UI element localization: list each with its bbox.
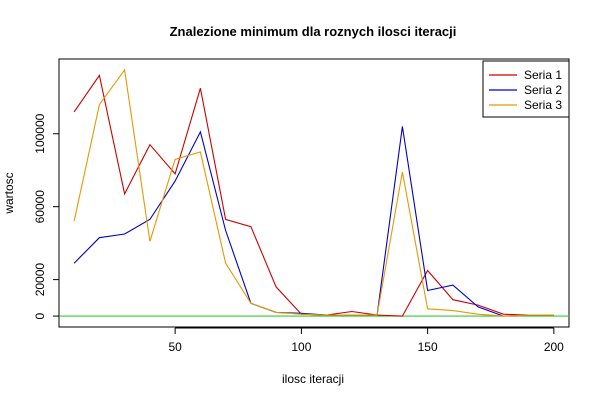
y-tick-label: 60000 (33, 190, 47, 224)
y-tick-label: 0 (33, 312, 47, 319)
series-line-3 (73, 68, 554, 317)
series-layer (73, 68, 554, 317)
legend-label-2: Seria 2 (524, 83, 562, 97)
legend-label-1: Seria 1 (524, 68, 562, 82)
x-tick-label: 150 (418, 340, 438, 354)
y-axis-label: wartosc (2, 172, 16, 214)
x-tick-label: 50 (168, 340, 182, 354)
x-axis: 50 100 150 200 (168, 327, 564, 354)
legend-label-3: Seria 3 (524, 98, 562, 112)
series-line-2 (73, 126, 554, 317)
y-axis: 0 20000 60000 100000 (33, 113, 60, 319)
legend-box (482, 60, 570, 118)
chart-title: Znalezione minimum dla roznych ilosci it… (170, 24, 457, 39)
y-tick-label: 20000 (33, 263, 47, 297)
x-tick-label: 200 (544, 340, 564, 354)
series-line-1 (73, 74, 554, 317)
x-axis-label: ilosc iteracji (282, 372, 344, 386)
y-tick-label: 100000 (33, 113, 47, 153)
x-tick-label: 100 (291, 340, 311, 354)
